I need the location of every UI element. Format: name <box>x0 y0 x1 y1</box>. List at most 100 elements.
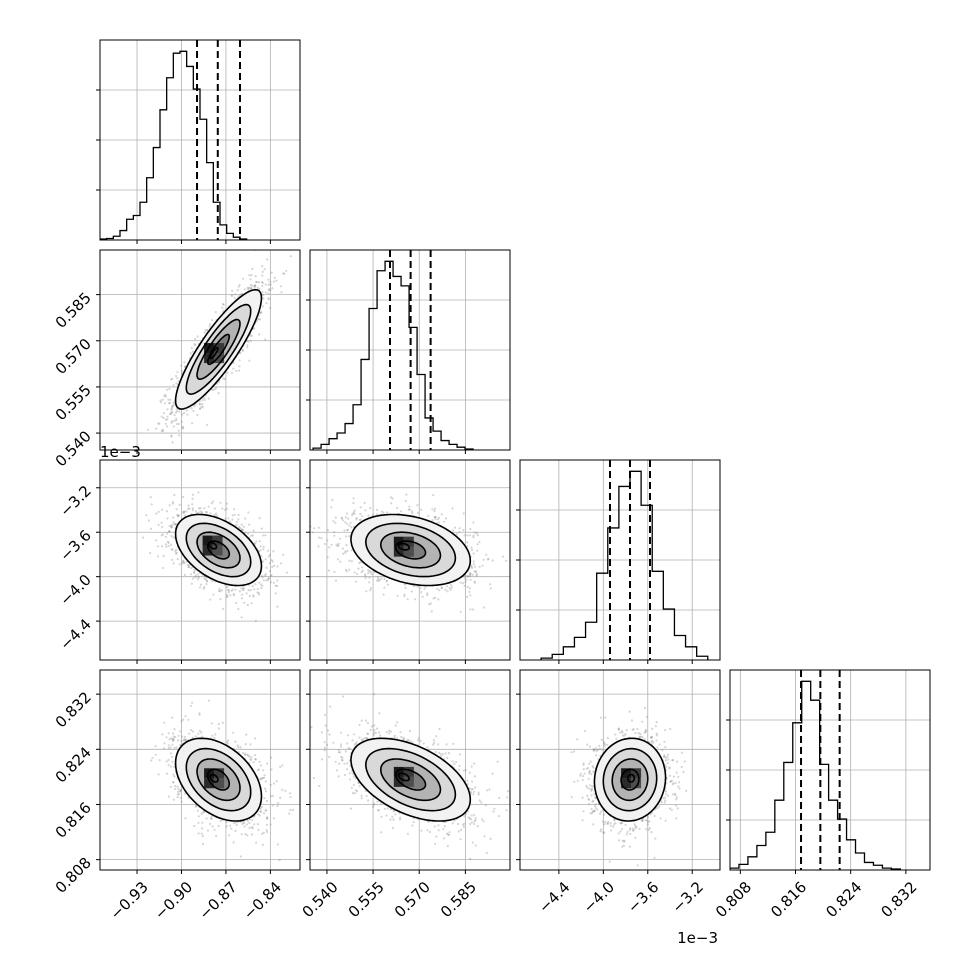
sample-point <box>248 523 251 526</box>
sample-point <box>213 513 216 517</box>
sample-point <box>161 398 164 401</box>
sample-point <box>247 532 250 535</box>
sample-point <box>272 280 275 283</box>
sample-point <box>436 587 439 590</box>
sample-point <box>247 286 250 289</box>
sample-point <box>255 320 259 323</box>
sample-point <box>222 377 225 380</box>
sample-point <box>351 514 354 517</box>
sample-point <box>234 293 237 296</box>
sample-point <box>169 412 173 415</box>
sample-point <box>194 344 197 347</box>
sample-point <box>458 530 461 534</box>
sample-point <box>367 569 370 572</box>
sample-point <box>214 311 217 314</box>
sample-point <box>473 565 477 568</box>
sample-point <box>215 512 218 515</box>
sample-point <box>240 587 243 590</box>
sample-point <box>157 422 160 425</box>
sample-point <box>163 394 166 397</box>
sample-point <box>463 584 466 588</box>
sample-point <box>311 531 314 534</box>
sample-point <box>263 574 266 577</box>
sample-point <box>259 311 262 314</box>
sample-point <box>248 594 251 598</box>
sample-point <box>416 511 420 514</box>
sample-point <box>261 584 264 587</box>
sample-point <box>389 496 393 499</box>
sample-point <box>258 593 261 596</box>
sample-point <box>264 573 267 576</box>
sample-point <box>505 559 508 562</box>
sample-point <box>197 491 200 494</box>
sample-point <box>227 589 230 592</box>
sample-point <box>251 585 254 588</box>
sample-point <box>386 511 389 514</box>
sample-point <box>271 565 274 569</box>
sample-point <box>237 513 240 517</box>
sample-point <box>350 526 353 529</box>
sample-point <box>345 535 348 538</box>
sample-point <box>330 506 333 509</box>
sample-point <box>476 543 479 546</box>
sample-point <box>172 562 175 565</box>
sample-point <box>339 537 342 540</box>
sample-point <box>280 291 283 294</box>
sample-point <box>191 422 194 425</box>
contour-level-1 <box>196 531 241 569</box>
sample-point <box>174 523 178 526</box>
sample-point <box>145 469 147 471</box>
sample-point <box>171 411 174 414</box>
sample-point <box>237 295 240 298</box>
sample-point <box>352 501 355 505</box>
contour-lines <box>174 288 263 410</box>
sample-point <box>183 457 185 459</box>
sample-point <box>416 504 419 507</box>
sample-point <box>448 586 451 590</box>
histogram-series-2 <box>540 470 709 660</box>
sample-point <box>191 493 195 496</box>
sample-point <box>237 285 240 288</box>
sample-point <box>173 419 176 423</box>
sample-point <box>211 319 214 322</box>
sample-point <box>227 589 230 592</box>
sample-point <box>240 523 243 526</box>
sample-point <box>245 592 248 595</box>
sample-point <box>346 550 349 553</box>
sample-point <box>171 404 174 407</box>
sample-point <box>502 555 505 558</box>
sample-point <box>190 566 193 570</box>
sample-point <box>326 529 330 532</box>
sample-point <box>360 571 363 574</box>
sample-point <box>378 579 381 582</box>
sample-point <box>191 509 194 512</box>
sample-point <box>264 558 267 561</box>
sample-point <box>185 510 188 513</box>
sample-point <box>182 559 185 562</box>
sample-point <box>462 512 465 515</box>
sample-point <box>172 516 175 519</box>
sample-point <box>225 507 228 510</box>
sample-point <box>229 594 232 597</box>
sample-point <box>222 303 225 306</box>
sample-point <box>199 583 203 586</box>
density-peak <box>202 545 213 556</box>
sample-point <box>243 288 246 291</box>
sample-point <box>260 280 263 284</box>
sample-point <box>168 504 171 507</box>
sample-point <box>199 403 202 406</box>
sample-point <box>276 579 279 582</box>
density-peak <box>214 353 225 364</box>
sample-point <box>235 601 238 605</box>
sample-point <box>174 552 178 555</box>
sample-point <box>213 507 216 510</box>
sample-point <box>296 555 298 557</box>
sample-point <box>262 560 265 563</box>
sample-point <box>365 590 368 593</box>
sample-point <box>176 377 179 380</box>
sample-point <box>167 541 170 545</box>
contour-level-2 <box>185 522 252 578</box>
sample-point <box>205 328 208 331</box>
sample-point <box>283 272 286 275</box>
sample-point <box>231 294 234 297</box>
